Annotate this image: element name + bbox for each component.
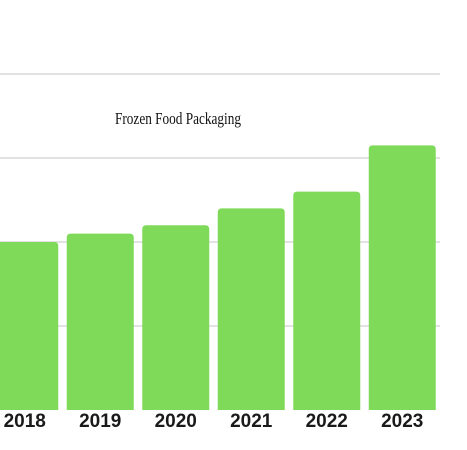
x-tick-label: 2019 [79,411,121,432]
chart-title: Frozen Food Packaging [115,109,241,128]
bar-2021 [217,208,285,410]
bar-2023 [368,145,436,410]
x-tick-label: 2022 [306,411,348,432]
x-tick-label: 2021 [230,411,273,432]
x-tick-label: 2018 [4,411,46,432]
x-tick-label: 2023 [381,411,423,432]
bar-2020 [142,225,210,410]
x-axis-labels: 2018 2019 2020 2021 2022 2023 [4,411,424,432]
bar-2019 [66,233,134,410]
bars [0,145,436,410]
bar-2018 [0,242,59,410]
bar-2022 [293,191,361,410]
x-tick-label: 2020 [155,411,197,432]
